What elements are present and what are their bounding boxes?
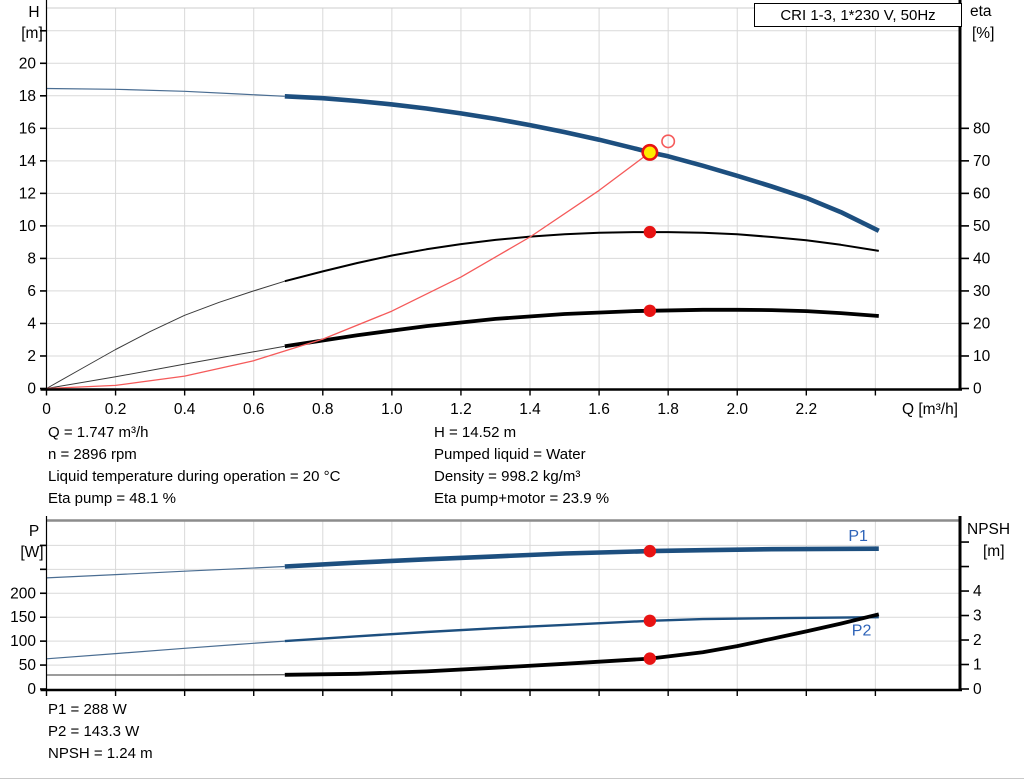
y-axis-title-left: [W] <box>20 544 43 561</box>
tick-label: 1 <box>973 657 982 674</box>
duty-info-line: H = 14.52 m <box>434 424 517 441</box>
curve-label-p1: P1 <box>848 528 868 545</box>
p2-curve <box>284 616 879 643</box>
tick-label: 18 <box>19 88 36 105</box>
tick-label: 0 <box>973 381 982 398</box>
pump-model-text: CRI 1-3, 1*230 V, 50Hz <box>780 6 936 24</box>
tick-label: 70 <box>973 153 991 170</box>
tick-label: 20 <box>19 55 37 72</box>
power-info: P1 = 288 W P2 = 143.3 W NPSH = 1.24 m <box>48 699 153 765</box>
tick-label: 50 <box>19 657 37 674</box>
tick-label: 150 <box>10 609 36 626</box>
tick-label: 2 <box>973 632 982 649</box>
system-curve <box>46 151 651 390</box>
y-axis-title-right: [%] <box>972 25 994 42</box>
duty-info-line: Pumped liquid = Water <box>434 446 586 463</box>
p1-curve <box>284 546 879 569</box>
tick-label: 2.0 <box>726 401 748 418</box>
tick-label: 0.6 <box>243 401 265 418</box>
y-axis-title-right: NPSH <box>967 521 1010 538</box>
tick-label: 4 <box>27 315 36 332</box>
power-info-line: P2 = 143.3 W <box>48 723 140 740</box>
tick-label: 1.2 <box>450 401 472 418</box>
tick-label: 0 <box>27 681 36 698</box>
duty-info-line: Q = 1.747 m³/h <box>48 424 149 441</box>
duty-info-line: Eta pump = 48.1 % <box>48 490 176 507</box>
eta-pump-curve <box>284 231 879 283</box>
tick-label: 40 <box>973 250 991 267</box>
p2-curve-extension <box>46 640 285 660</box>
tick-label: 2.2 <box>796 401 818 418</box>
eta-pump-curve-extension <box>46 280 285 389</box>
eta-pump-motor-curve <box>284 307 879 349</box>
npsh-curve <box>284 612 880 677</box>
tick-label: 10 <box>19 218 37 235</box>
p2-point <box>643 614 657 627</box>
y-axis-title-right: eta <box>970 3 992 20</box>
tick-label: 100 <box>10 633 36 650</box>
tick-label: 60 <box>973 185 991 202</box>
tick-label: 1.0 <box>381 401 403 418</box>
tick-label: 10 <box>973 348 991 365</box>
bottom-divider <box>0 778 1024 779</box>
eta-pump-motor-point <box>643 304 657 317</box>
head-curve <box>284 94 880 233</box>
curve-label-p2: P2 <box>852 623 872 640</box>
tick-label: 8 <box>27 250 36 267</box>
tick-label: 12 <box>19 185 36 202</box>
tick-label: 3 <box>973 608 982 625</box>
head-curve-extension <box>46 87 285 97</box>
duty-info-line: Eta pump+motor = 23.9 % <box>434 490 610 507</box>
tick-label: 200 <box>10 585 36 602</box>
tick-label: 20 <box>973 315 991 332</box>
eta-pump-motor-curve-extension <box>46 345 285 389</box>
eta-pump-point <box>643 225 657 239</box>
pump-model-label: CRI 1-3, 1*230 V, 50Hz <box>754 3 962 27</box>
tick-label: 50 <box>973 218 991 235</box>
power-info-line: NPSH = 1.24 m <box>48 745 153 762</box>
requested-duty-point <box>661 134 676 149</box>
y-axis-title-left: [m] <box>21 25 43 42</box>
y-axis-title-left: H <box>28 4 39 21</box>
y-axis-title-right: [m] <box>983 543 1005 560</box>
tick-label: 0.2 <box>105 401 127 418</box>
x-axis-title: Q [m³/h] <box>902 401 958 418</box>
duty-info-line: Liquid temperature during operation = 20… <box>48 468 341 485</box>
tick-label: 14 <box>19 153 37 170</box>
npsh-point <box>643 652 657 665</box>
tick-label: 0 <box>27 381 36 398</box>
duty-info-line: n = 2896 rpm <box>48 446 137 463</box>
power-info-line: P1 = 288 W <box>48 701 127 718</box>
tick-label: 80 <box>973 120 991 137</box>
duty-point[interactable] <box>641 143 659 161</box>
duty-info-left: Q = 1.747 m³/h n = 2896 rpm Liquid tempe… <box>48 422 340 510</box>
tick-label: 0.8 <box>312 401 334 418</box>
tick-label: 1.6 <box>588 401 610 418</box>
duty-info-right: H = 14.52 m Pumped liquid = Water Densit… <box>434 422 609 510</box>
tick-label: 0 <box>42 401 51 418</box>
tick-label: 6 <box>27 283 36 300</box>
tick-label: 16 <box>19 120 36 137</box>
tick-label: 0.4 <box>174 401 196 418</box>
tick-label: 1.8 <box>657 401 679 418</box>
tick-label: 1.4 <box>519 401 541 418</box>
tick-label: 30 <box>973 283 991 300</box>
duty-info-line: Density = 998.2 kg/m³ <box>434 468 581 485</box>
p1-curve-extension <box>46 565 285 579</box>
p1-point <box>643 544 657 558</box>
tick-label: 0 <box>973 681 982 698</box>
y-axis-title-left: P <box>29 523 39 540</box>
tick-label: 2 <box>27 348 36 365</box>
tick-label: 4 <box>973 583 982 600</box>
